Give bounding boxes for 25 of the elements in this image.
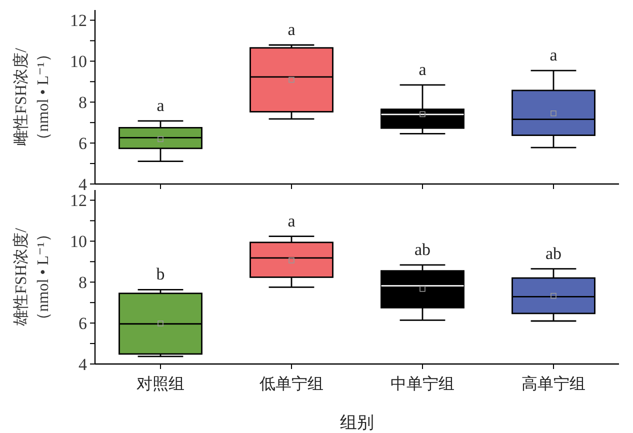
annotation: b: [156, 264, 165, 284]
y-tick-label: 8: [78, 273, 87, 292]
x-tick-label: 对照组: [136, 375, 184, 393]
y-tick-label: 6: [78, 314, 87, 334]
annotation: a: [550, 46, 558, 65]
x-tick-label: 中单宁组: [390, 375, 454, 393]
y-tick-label: 12: [70, 191, 87, 210]
y-tick-label: 8: [78, 93, 87, 112]
y-tick-label: 4: [78, 175, 88, 194]
y-tick-label: 12: [70, 11, 87, 30]
annotation: ab: [414, 240, 431, 259]
x-tick-label: 低单宁组: [260, 375, 324, 393]
x-tick-label: 高单宁组: [522, 375, 586, 393]
annotation: a: [288, 211, 296, 230]
annotation: a: [288, 20, 296, 40]
y-axis-title: 雌性FSH浓度/ （nmol • L⁻¹）: [12, 46, 52, 148]
annotation: a: [418, 60, 427, 79]
y-tick-label: 6: [78, 134, 87, 154]
y-tick-label: 10: [70, 52, 87, 72]
annotation: ab: [545, 244, 562, 263]
y-tick-label: 10: [70, 232, 87, 252]
y-axis-title: 雄性FSH浓度/ （nmol • L⁻¹）: [12, 226, 52, 328]
x-axis-title: 组别: [340, 413, 374, 432]
annotation: a: [156, 96, 165, 115]
y-tick-label: 4: [78, 355, 88, 374]
